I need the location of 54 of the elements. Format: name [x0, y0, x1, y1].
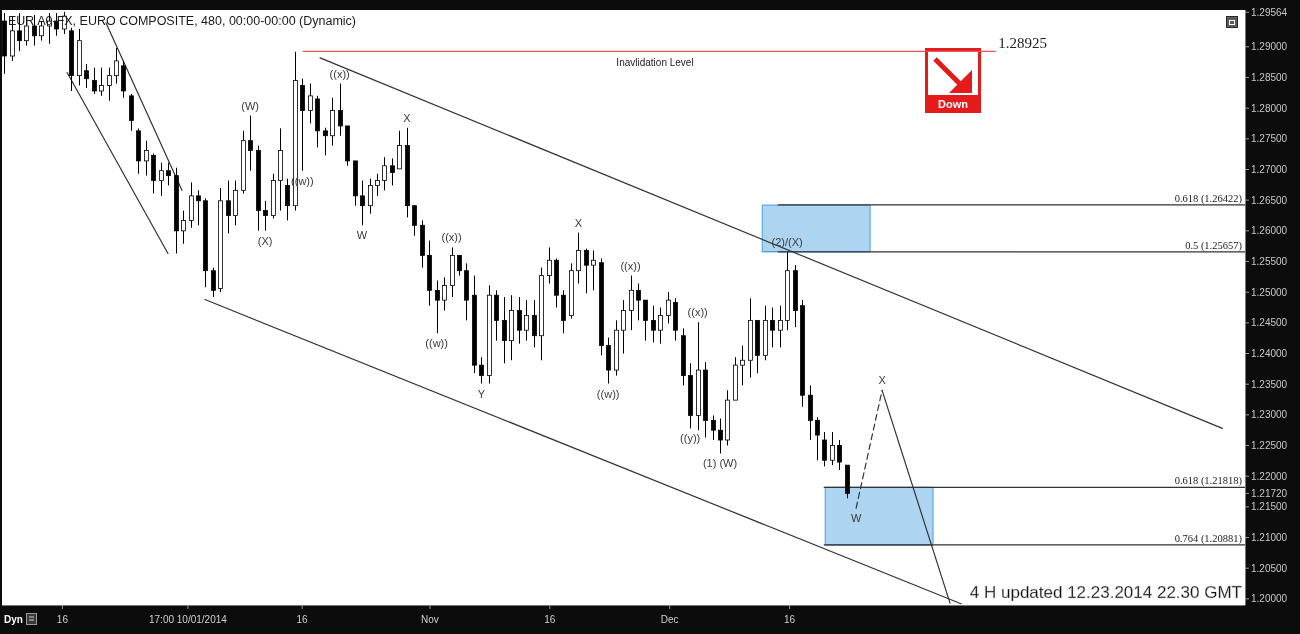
annotation: W: [850, 512, 862, 525]
y-tick-label: 1.28500: [1251, 71, 1288, 83]
y-tick-label: 1.23000: [1251, 409, 1288, 421]
y-tick-label: 1.21000: [1251, 532, 1288, 544]
y-tick-label: 1.23500: [1251, 378, 1288, 390]
y-tick-label: 1.26000: [1251, 225, 1288, 237]
y-tick-label: 1.29564: [1251, 6, 1288, 18]
series-label: 0.5 (1.25657): [1185, 239, 1243, 252]
annotation: W: [356, 229, 368, 242]
annotation: ((w)): [596, 387, 620, 400]
series-label: 0.618 (1.26422): [1174, 192, 1243, 205]
y-tick-label: 1.24000: [1251, 348, 1288, 360]
y-tick-label: 1.22500: [1251, 440, 1288, 452]
series-label: 0.764 (1.20881): [1174, 532, 1243, 545]
y-tick-label: 1.20000: [1251, 593, 1288, 605]
text: Dyn: [4, 613, 23, 625]
annotation: (X): [257, 234, 273, 247]
y-tick-label: 1.21500: [1251, 501, 1288, 513]
y-tick-label: 1.21720: [1251, 487, 1288, 499]
annotation: (W): [241, 99, 260, 112]
annotation: Down: [938, 98, 969, 110]
y-tick-label: 1.24500: [1251, 317, 1288, 329]
x-tick-label: 17:00 10/01/2014: [149, 613, 228, 625]
annotation: Y: [477, 387, 486, 400]
x-tick-label: 16: [296, 613, 309, 625]
annotation: Inavlidation Level: [616, 56, 694, 68]
annotation: ((x)): [687, 306, 708, 319]
y-tick-label: 1.25500: [1251, 255, 1288, 267]
y-tick-label: 1.26500: [1251, 194, 1288, 206]
annotation: ((w)): [425, 337, 448, 350]
annotation: (2)/(X): [771, 236, 803, 249]
annotation: ((y)): [680, 432, 701, 445]
x-tick-label: Nov: [421, 613, 439, 625]
series-label: 1.28925: [998, 35, 1048, 52]
y-tick-label: 1.22000: [1251, 470, 1288, 482]
annotation: ((x)): [441, 231, 462, 244]
x-tick-label: 16: [544, 613, 556, 625]
annotation: (1) (W): [702, 457, 738, 470]
x-tick-label: 16: [56, 613, 69, 625]
annotation: ((x)): [620, 259, 641, 272]
y-tick-label: 1.28000: [1251, 102, 1288, 114]
y-tick-label: 1.27500: [1251, 133, 1288, 145]
annotation: ((x)): [329, 67, 350, 80]
y-tick-label: 1.25000: [1251, 286, 1288, 298]
annotation: X: [574, 216, 583, 229]
annotation: X: [403, 111, 412, 124]
x-tick-label: Dec: [660, 613, 679, 625]
y-tick-label: 1.20500: [1251, 562, 1288, 574]
y-tick-label: 1.29000: [1251, 41, 1288, 53]
y-tick-label: 1.27000: [1251, 163, 1288, 175]
annotation: X: [878, 374, 887, 387]
series-label: 0.618 (1.21818): [1174, 475, 1243, 488]
annotation: 4 H updated 12.23.2014 22.30 GMT: [969, 583, 1242, 602]
x-tick-label: 16: [783, 613, 796, 625]
